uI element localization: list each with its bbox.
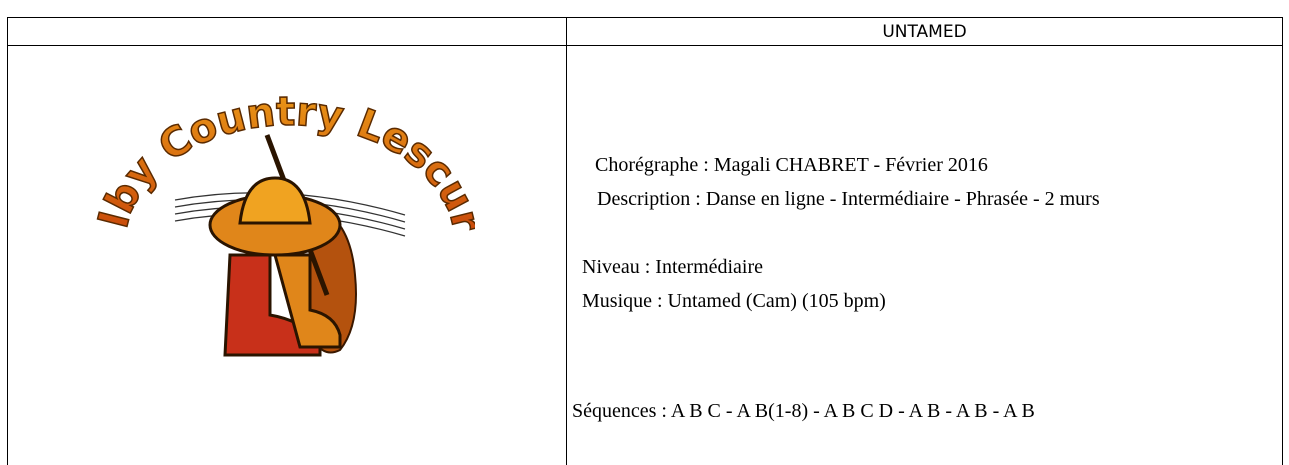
logo-hat (238, 176, 312, 225)
header-title: UNTAMED (882, 22, 967, 42)
level: Niveau : Intermédiaire (582, 256, 764, 278)
table-border (7, 45, 1283, 46)
music: Musique : Untamed (Cam) (105 bpm) (582, 290, 886, 312)
description: Description : Danse en ligne - Intermédi… (597, 188, 1100, 210)
table-border (566, 17, 567, 465)
table-border (7, 17, 1283, 18)
choreographer: Chorégraphe : Magali CHABRET - Février 2… (595, 154, 988, 176)
logo: Alby Country Lescure (95, 75, 475, 357)
table-border (7, 17, 8, 465)
table-border (1282, 17, 1283, 465)
logo-boot (273, 253, 342, 349)
sequences: Séquences : A B C - A B(1-8) - A B C D -… (572, 400, 1035, 422)
